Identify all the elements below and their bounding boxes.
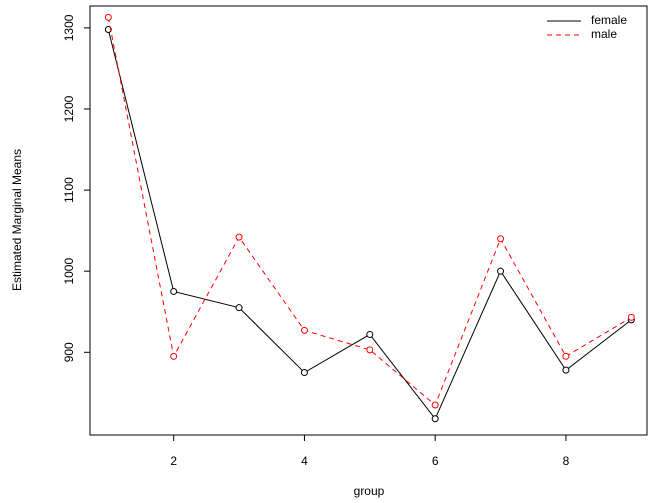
plot-frame	[89, 5, 648, 436]
point	[366, 346, 374, 354]
legend-label: male	[591, 27, 617, 41]
point	[104, 26, 112, 34]
x-tick-label: 4	[301, 454, 308, 468]
x-tick-label: 6	[432, 454, 439, 468]
x-axis-label: group	[354, 484, 385, 498]
point	[300, 369, 308, 377]
point	[497, 235, 505, 243]
point	[431, 415, 439, 423]
point	[431, 401, 439, 409]
point	[235, 304, 243, 312]
y-tick-label: 1300	[62, 14, 76, 41]
point	[235, 233, 243, 241]
point	[104, 13, 112, 21]
legend-label: female	[591, 13, 627, 27]
point	[366, 330, 374, 338]
y-axis-label: Estimated Marginal Means	[10, 149, 24, 291]
point	[562, 352, 570, 360]
series-line	[107, 17, 632, 406]
y-tick-label: 1000	[62, 258, 76, 285]
x-tick-label: 8	[563, 454, 570, 468]
point	[170, 352, 178, 360]
point	[497, 267, 505, 275]
y-tick-label: 900	[62, 342, 76, 362]
y-tick-label: 1200	[62, 95, 76, 122]
x-tick-label: 2	[170, 454, 177, 468]
y-tick-label: 1100	[62, 177, 76, 203]
series-line	[107, 29, 632, 420]
point	[562, 366, 570, 374]
point	[627, 313, 635, 321]
point	[170, 287, 178, 295]
point	[300, 326, 308, 334]
